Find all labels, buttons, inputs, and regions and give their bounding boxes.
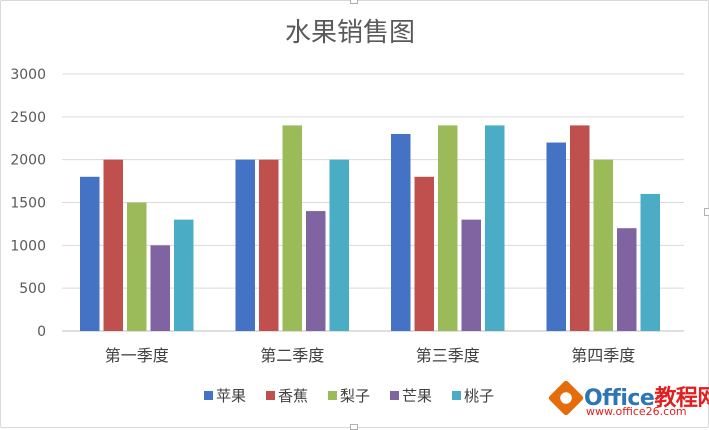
bar[interactable]	[546, 142, 567, 331]
watermark-title-suffix: 教程网	[654, 386, 709, 411]
y-tick-label: 3000	[10, 67, 46, 83]
bar[interactable]	[485, 125, 505, 332]
watermark-title: Office教程网	[584, 380, 709, 412]
chart-title: 水果销售图	[285, 18, 415, 48]
watermark-url: www.office26.com	[586, 405, 687, 418]
legend: 苹果 香蕉 梨子 芒果 桃子	[204, 387, 494, 405]
bar[interactable]	[461, 219, 482, 331]
y-tick-label: 2000	[10, 153, 46, 169]
bar[interactable]	[150, 245, 171, 331]
bar[interactable]	[593, 159, 614, 331]
y-tick-label: 1500	[10, 196, 46, 212]
office-logo-icon	[547, 379, 585, 417]
bar[interactable]	[617, 228, 637, 331]
legend-label: 桃子	[464, 387, 494, 405]
legend-label: 芒果	[402, 387, 432, 405]
legend-label: 香蕉	[278, 387, 308, 405]
site-watermark: Office教程网 www.office26.com	[540, 376, 709, 428]
resize-handle-top[interactable]	[350, 0, 358, 4]
bar[interactable]	[391, 133, 411, 331]
x-tick-label: 第三季度	[416, 346, 480, 365]
bar[interactable]	[329, 159, 350, 331]
bar[interactable]	[259, 159, 279, 331]
x-tick-label: 第四季度	[571, 346, 635, 365]
x-tick-label: 第一季度	[105, 346, 169, 365]
bar[interactable]	[282, 125, 303, 332]
y-tick-label: 1000	[10, 238, 46, 254]
bar[interactable]	[235, 159, 256, 331]
legend-swatch	[328, 391, 337, 400]
legend-swatch	[204, 391, 213, 400]
legend-swatch	[452, 391, 461, 400]
bar[interactable]	[127, 202, 147, 332]
bar[interactable]	[414, 176, 435, 331]
y-tick-label: 2500	[10, 110, 46, 126]
bar[interactable]	[438, 125, 458, 332]
legend-label: 梨子	[340, 387, 370, 405]
bar[interactable]	[640, 193, 661, 331]
bar[interactable]	[306, 211, 326, 331]
bars	[80, 125, 661, 332]
resize-handle-right[interactable]	[704, 208, 709, 216]
bar[interactable]	[103, 159, 124, 331]
watermark-title-prefix: Office	[584, 386, 655, 411]
y-tick-label: 0	[37, 324, 46, 340]
bar[interactable]	[570, 125, 590, 332]
x-tick-label: 第二季度	[260, 346, 324, 365]
x-axis-ticks: 第一季度 第二季度 第三季度 第四季度	[105, 346, 636, 365]
bar[interactable]	[80, 176, 100, 331]
y-tick-label: 500	[19, 281, 46, 297]
legend-swatch	[390, 391, 399, 400]
y-axis-ticks: 0 500 1000 1500 2000 2500 3000	[10, 67, 46, 340]
bar[interactable]	[174, 219, 194, 331]
legend-label: 苹果	[216, 387, 246, 405]
legend-swatch	[266, 391, 275, 400]
